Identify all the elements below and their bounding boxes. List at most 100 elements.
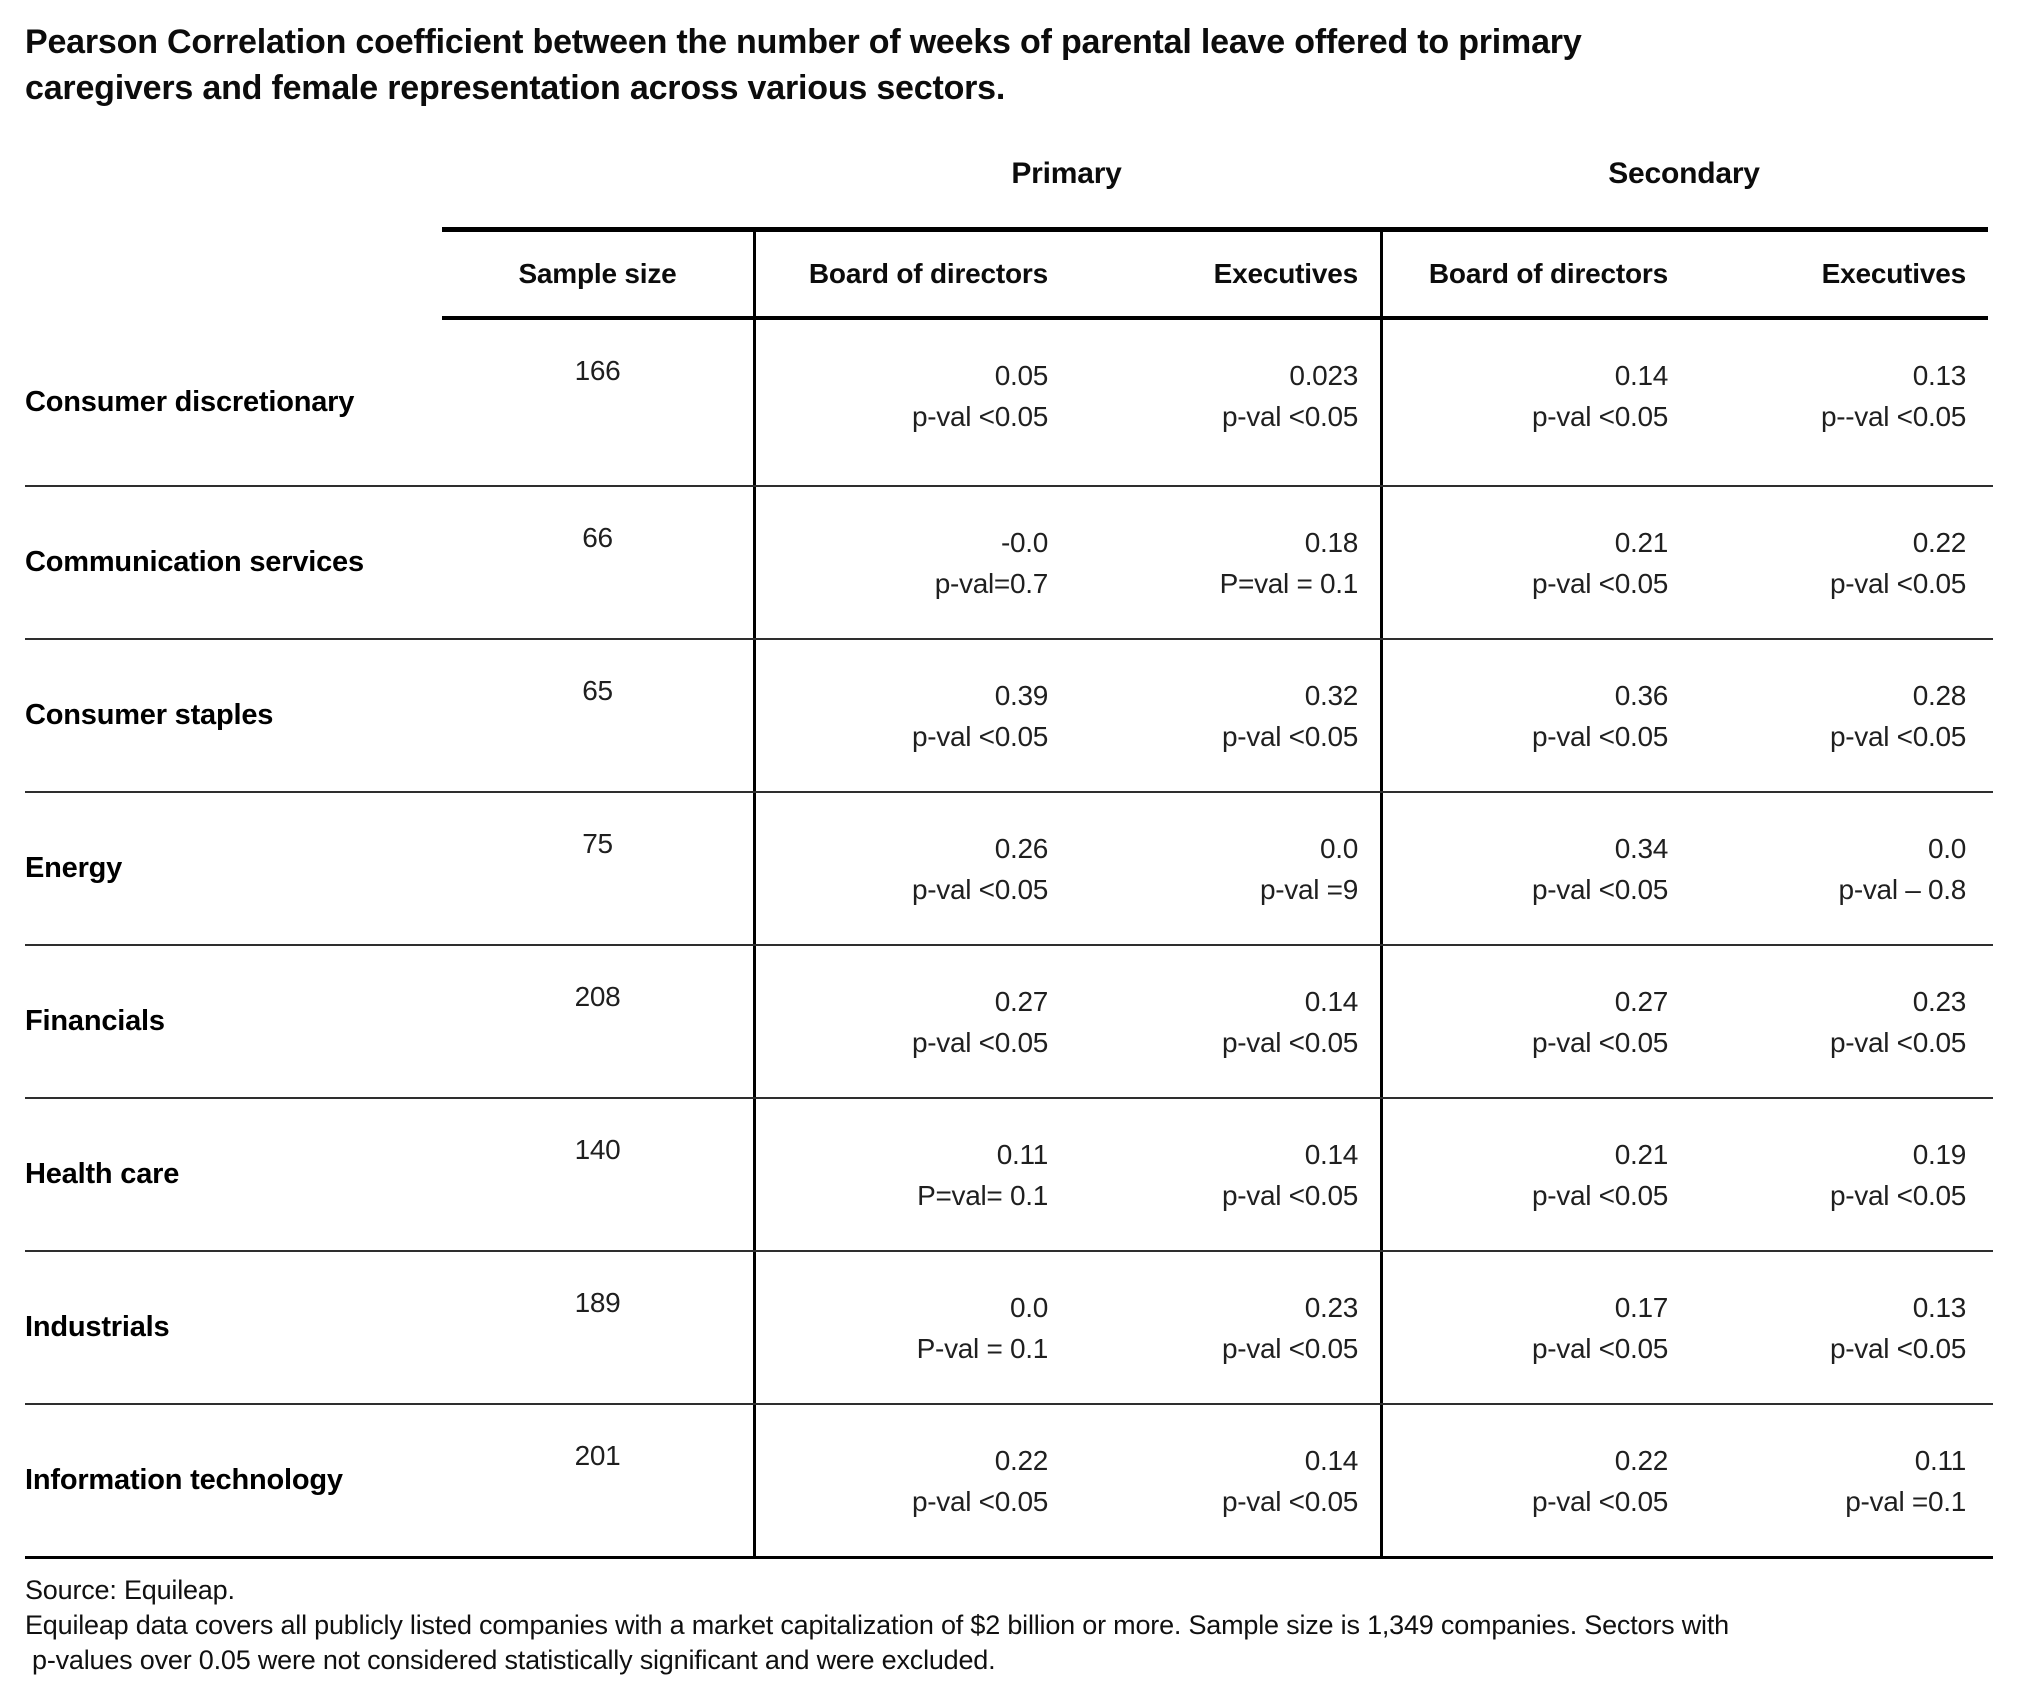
sector-label: Consumer staples — [25, 699, 274, 732]
p-value-label: p--val <0.05 — [1820, 401, 1966, 433]
table-row: Communication services 66 -0.0 p-val=0.7 0.1… — [25, 487, 1993, 641]
p-value-label: p-val <0.05 — [1829, 568, 1966, 600]
p-value-label: p-val=0.7 — [934, 568, 1049, 600]
correlation-value: 0.32 — [1304, 680, 1359, 712]
sample-size-value: 66 — [582, 522, 613, 554]
p-value-label: p-val – 0.8 — [1838, 874, 1967, 906]
column-header-board-primary: Board of directors — [753, 227, 1070, 321]
correlation-value: 0.26 — [994, 833, 1049, 865]
correlation-value: 0.23 — [1304, 1292, 1359, 1324]
table-row: Energy 75 0.26 p-val <0.05 0.0 p-val =9 0.34 p-… — [25, 793, 1993, 947]
column-header-board-secondary: Board of directors — [1380, 227, 1690, 321]
correlation-cell-primary-board: -0.0 p-val=0.7 — [753, 487, 1070, 639]
page-title-line-2: caregivers and female representation acr… — [25, 68, 1006, 107]
p-value-label: p-val =9 — [1260, 874, 1358, 906]
correlation-cell-primary-executives: 0.14 p-val <0.05 — [1070, 946, 1380, 1097]
correlation-value: 0.13 — [1912, 1292, 1967, 1324]
correlation-value: 0.19 — [1912, 1139, 1967, 1171]
p-value-label: p-val <0.05 — [1531, 401, 1668, 433]
correlation-value: 0.11 — [996, 1139, 1049, 1171]
correlation-value: 0.14 — [1304, 1139, 1359, 1171]
correlation-cell-primary-executives: 0.32 p-val <0.05 — [1070, 640, 1380, 791]
correlation-value: 0.0 — [1009, 1292, 1048, 1324]
sample-size-value: 201 — [574, 1440, 621, 1472]
p-value-label: p-val <0.05 — [1221, 401, 1358, 433]
correlation-value: 0.0 — [1927, 833, 1966, 865]
sector-label: Industrials — [25, 1311, 170, 1344]
correlation-cell-secondary-executives: 0.23 p-val <0.05 — [1690, 946, 1988, 1097]
correlation-value: 0.11 — [1914, 1445, 1967, 1477]
correlation-value: 0.14 — [1614, 360, 1669, 392]
table-row: Information technology 201 0.22 p-val <0.05… — [25, 1405, 1993, 1560]
correlation-value: 0.22 — [1912, 527, 1967, 559]
correlation-cell-secondary-executives: 0.11 p-val =0.1 — [1690, 1405, 1988, 1556]
column-header-executives-secondary: Executives — [1690, 227, 1988, 321]
p-value-label: p-val <0.05 — [1531, 568, 1668, 600]
correlation-cell-primary-executives: 0.14 p-val <0.05 — [1070, 1405, 1380, 1556]
footnote-line-1: Equileap data covers all publicly listed… — [25, 1610, 1729, 1641]
correlation-value: 0.0 — [1319, 833, 1358, 865]
correlation-value: 0.17 — [1614, 1292, 1669, 1324]
correlation-cell-secondary-board: 0.21 p-val <0.05 — [1380, 1099, 1690, 1251]
correlation-value: -0.0 — [1000, 527, 1048, 559]
correlation-cell-secondary-executives: 0.19 p-val <0.05 — [1690, 1099, 1988, 1250]
p-value-label: P-val = 0.1 — [916, 1333, 1049, 1365]
table-row: Consumer staples 65 0.39 p-val <0.05 0.32 p-v… — [25, 640, 1993, 794]
p-value-label: p-val <0.05 — [1531, 874, 1668, 906]
correlation-cell-primary-executives: 0.023 p-val <0.05 — [1070, 320, 1380, 485]
correlation-cell-secondary-board: 0.36 p-val <0.05 — [1380, 640, 1690, 792]
correlation-cell-primary-board: 0.26 p-val <0.05 — [753, 793, 1070, 945]
sample-size-value: 75 — [582, 828, 613, 860]
page-title: Pearson Correlation coefficient between … — [25, 20, 1955, 111]
correlation-cell-primary-board: 0.05 p-val <0.05 — [753, 320, 1070, 486]
sample-size-value: 208 — [574, 981, 621, 1013]
p-value-label: p-val <0.05 — [1829, 1180, 1966, 1212]
p-value-label: p-val <0.05 — [1221, 721, 1358, 753]
sample-size-value: 166 — [574, 355, 621, 387]
correlation-cell-secondary-executives: 0.28 p-val <0.05 — [1690, 640, 1988, 791]
group-header-primary: Primary — [1011, 157, 1122, 191]
sector-label: Information technology — [25, 1464, 343, 1497]
correlation-value: 0.34 — [1614, 833, 1669, 865]
sector-label: Energy — [25, 852, 123, 885]
footnote-line-2: p-values over 0.05 were not considered s… — [32, 1645, 996, 1676]
p-value-label: p-val <0.05 — [1829, 1027, 1966, 1059]
correlation-value: 0.21 — [1614, 527, 1669, 559]
correlation-value: 0.18 — [1304, 527, 1359, 559]
table-row: Consumer discretionary 166 0.05 p-val <0.05… — [25, 320, 1993, 488]
p-value-label: p-val <0.05 — [1531, 1180, 1668, 1212]
correlation-cell-primary-executives: 0.14 p-val <0.05 — [1070, 1099, 1380, 1250]
correlation-cell-primary-board: 0.27 p-val <0.05 — [753, 946, 1070, 1098]
table-row: Financials 208 0.27 p-val <0.05 0.14 p-val <0… — [25, 946, 1993, 1100]
correlation-value: 0.14 — [1304, 1445, 1359, 1477]
correlation-table: Primary Secondary Sample size Board of d… — [25, 121, 1993, 1560]
sample-size-value: 65 — [582, 675, 613, 707]
p-value-label: p-val <0.05 — [911, 1027, 1048, 1059]
correlation-value: 0.27 — [1614, 986, 1669, 1018]
column-header-sample-size: Sample size — [442, 227, 753, 321]
sector-label: Consumer discretionary — [25, 386, 355, 419]
table-footer: Source: Equileap. Equileap data covers a… — [25, 1559, 1993, 1678]
correlation-cell-primary-board: 0.39 p-val <0.05 — [753, 640, 1070, 792]
correlation-value: 0.27 — [994, 986, 1049, 1018]
p-value-label: p-val <0.05 — [911, 1486, 1048, 1518]
p-value-label: p-val <0.05 — [1221, 1027, 1358, 1059]
correlation-cell-primary-executives: 0.23 p-val <0.05 — [1070, 1252, 1380, 1403]
correlation-cell-secondary-board: 0.27 p-val <0.05 — [1380, 946, 1690, 1098]
correlation-cell-secondary-executives: 0.0 p-val – 0.8 — [1690, 793, 1988, 944]
correlation-value: 0.023 — [1289, 360, 1358, 392]
p-value-label: p-val =0.1 — [1845, 1486, 1966, 1518]
p-value-label: P=val= 0.1 — [917, 1180, 1048, 1212]
p-value-label: p-val <0.05 — [1531, 721, 1668, 753]
group-header-row: Primary Secondary — [25, 121, 1993, 227]
correlation-cell-primary-executives: 0.0 p-val =9 — [1070, 793, 1380, 944]
source-note: Source: Equileap. — [25, 1575, 235, 1606]
correlation-value: 0.23 — [1912, 986, 1967, 1018]
correlation-value: 0.39 — [994, 680, 1049, 712]
correlation-cell-primary-board: 0.22 p-val <0.05 — [753, 1405, 1070, 1557]
table-row: Health care 140 0.11 P=val= 0.1 0.14 p-val <0… — [25, 1099, 1993, 1253]
correlation-value: 0.05 — [994, 360, 1049, 392]
p-value-label: p-val <0.05 — [911, 721, 1048, 753]
sector-label: Financials — [25, 1005, 165, 1038]
